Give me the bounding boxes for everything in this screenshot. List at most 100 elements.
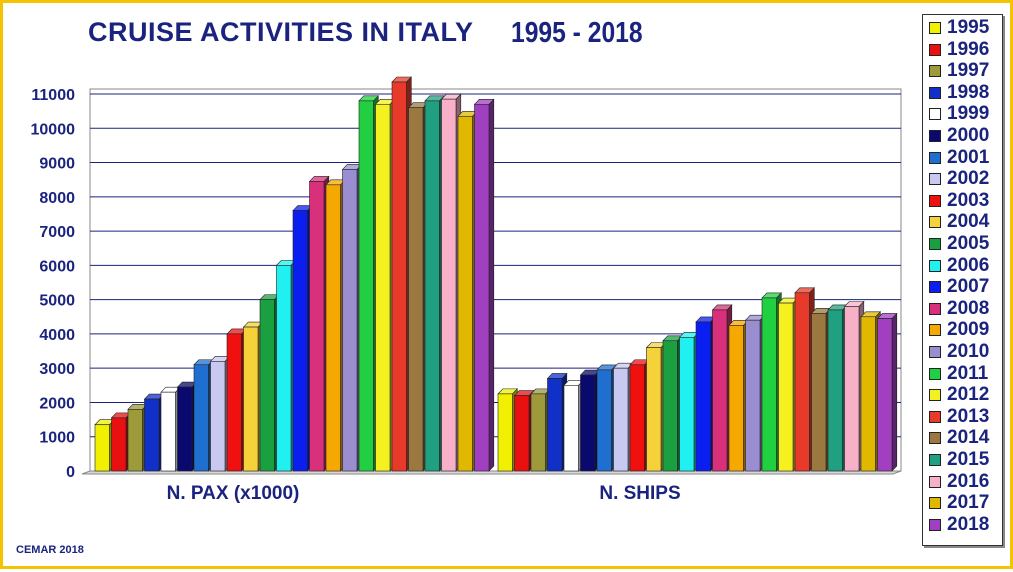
y-tick-label: 6000	[39, 258, 75, 275]
legend-item: 1996	[929, 38, 990, 60]
legend-item: 2005	[929, 234, 989, 254]
legend-label: 2015	[947, 449, 990, 470]
legend-item: 2013	[929, 405, 990, 427]
legend-swatch	[929, 43, 941, 56]
legend-item: 2006	[929, 254, 990, 276]
legend-swatch	[929, 108, 941, 121]
legend-label: 1997	[947, 60, 990, 82]
legend-label: 2018	[947, 513, 990, 535]
legend-label: 2016	[947, 470, 990, 492]
bars	[94, 76, 898, 472]
legend-swatch	[929, 518, 941, 531]
legend-swatch	[929, 194, 941, 207]
legend-label: 2014	[947, 427, 990, 449]
legend-item: 2014	[929, 428, 989, 448]
legend-label: 2001	[947, 146, 990, 168]
legend-swatch	[929, 346, 941, 358]
legend-item: 2012	[929, 385, 989, 405]
legend-item: 1998	[929, 81, 990, 103]
y-tick-label: 0	[66, 464, 75, 481]
legend-label: 2010	[947, 341, 990, 362]
legend-label: 1998	[947, 81, 990, 103]
y-tick-label: 11000	[31, 87, 75, 104]
y-tick-label: 5000	[39, 293, 75, 310]
legend-item: 2009	[929, 320, 989, 340]
chart-title-years: 1995 - 2018	[511, 17, 643, 49]
legend-swatch	[929, 389, 941, 402]
legend-swatch	[929, 259, 941, 272]
legend-swatch	[929, 432, 941, 445]
bar-2018-ships	[876, 312, 898, 472]
legend-item: 2004	[929, 212, 989, 232]
legend-item: 1997	[929, 61, 989, 81]
legend-label: 2011	[947, 362, 989, 384]
y-axis-ticks: 0 1000 2000 3000 4000 5000 6000 7000 8000 9000 100…	[31, 87, 76, 481]
y-tick-label: 10000	[31, 121, 76, 138]
legend-item: 2010	[929, 342, 989, 362]
legend-label: 2000	[947, 125, 990, 146]
legend-swatch	[929, 130, 941, 142]
bar-2000-pax	[176, 381, 198, 472]
legend-item: 2001	[929, 146, 990, 168]
legend-label: 2012	[947, 384, 990, 406]
bar-1995-ships	[497, 388, 519, 472]
legend-swatch	[929, 302, 941, 315]
legend-item: 2007	[929, 277, 989, 297]
chart-plot: 0 1000 2000 3000 4000 5000 6000 7000 8000 9000 100…	[31, 76, 902, 504]
y-tick-label: 7000	[39, 224, 75, 241]
category-label: N. SHIPS	[599, 483, 680, 504]
legend-item: 2015	[929, 450, 989, 470]
legend-swatch	[929, 65, 941, 78]
legend-swatch	[929, 367, 941, 380]
legend-swatch	[929, 454, 941, 466]
y-tick-label: 2000	[39, 395, 75, 412]
legend-swatch	[929, 22, 941, 34]
y-tick-label: 4000	[39, 327, 75, 344]
legend-label: 2005	[947, 233, 990, 254]
legend-item: 2017	[929, 493, 989, 513]
legend-label: 2002	[947, 168, 990, 190]
legend-swatch	[929, 497, 941, 510]
legend-swatch	[929, 151, 941, 164]
y-tick-label: 8000	[39, 190, 75, 207]
y-tick-label: 1000	[39, 430, 75, 447]
bar-2018-pax	[473, 98, 495, 472]
legend: 1995 1996 1997 1998 1999 2000 2001 2002 2003 2004…	[922, 14, 1003, 546]
legend-item: 1995	[929, 18, 989, 38]
legend-item: 2000	[929, 126, 989, 146]
legend-swatch	[929, 281, 941, 294]
legend-label: 1996	[947, 38, 990, 60]
legend-label: 2003	[947, 189, 990, 211]
footer-credit: CEMAR 2018	[16, 544, 84, 556]
legend-swatch	[929, 410, 941, 423]
legend-item: 2002	[929, 169, 989, 189]
legend-label: 2006	[947, 254, 990, 276]
legend-item: 2011	[929, 362, 989, 384]
legend-label: 2008	[947, 297, 990, 319]
y-tick-label: 9000	[39, 156, 75, 173]
legend-label: 2013	[947, 405, 990, 427]
legend-item: 2016	[929, 470, 990, 492]
legend-item: 2008	[929, 297, 990, 319]
legend-swatch	[929, 475, 941, 488]
legend-swatch	[929, 173, 941, 186]
legend-item: 2018	[929, 513, 990, 535]
legend-label: 2017	[947, 492, 990, 514]
y-tick-label: 3000	[39, 361, 75, 378]
legend-item: 1999	[929, 104, 989, 124]
legend-swatch	[929, 324, 941, 337]
legend-label: 2007	[947, 276, 990, 298]
legend-label: 2009	[947, 319, 990, 341]
legend-label: 1995	[947, 17, 990, 38]
chart-title: CRUISE ACTIVITIES IN ITALY	[88, 17, 474, 47]
bar-2013-ships	[794, 287, 816, 472]
bar-2012-ships	[777, 297, 799, 472]
legend-swatch	[929, 238, 941, 250]
legend-item: 2003	[929, 189, 990, 211]
legend-swatch	[929, 216, 941, 229]
legend-swatch	[929, 86, 941, 99]
legend-label: 1999	[947, 103, 990, 125]
category-label: N. PAX (x1000)	[167, 483, 300, 504]
category-labels: N. PAX (x1000) N. SHIPS	[167, 483, 681, 504]
